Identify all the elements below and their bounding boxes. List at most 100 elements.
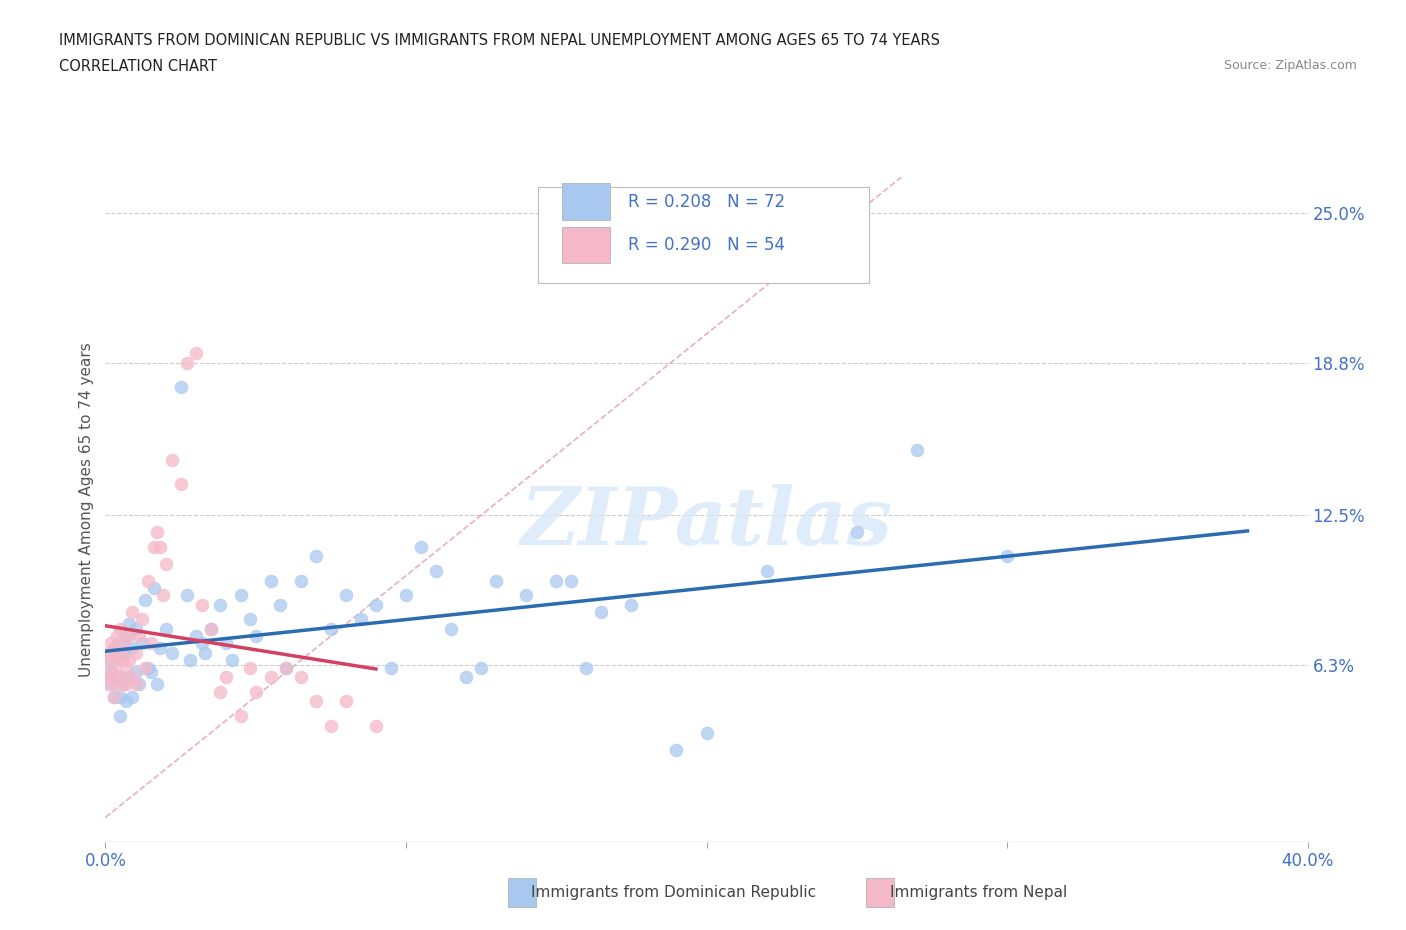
Point (200, 621, 222, 636)
Point (214, 636, 236, 651)
FancyBboxPatch shape (538, 187, 869, 283)
Point (100, 677, 122, 692)
FancyBboxPatch shape (562, 183, 610, 219)
Point (454, 670, 477, 684)
Point (115, 677, 138, 692)
Point (229, 588, 252, 603)
Text: Source: ZipAtlas.com: Source: ZipAtlas.com (1223, 59, 1357, 72)
Point (755, 564, 778, 578)
Point (290, 670, 312, 684)
Point (131, 612, 153, 627)
Point (319, 621, 342, 636)
Point (118, 629, 141, 644)
Point (148, 641, 170, 656)
Point (107, 629, 129, 644)
Text: CORRELATION CHART: CORRELATION CHART (59, 59, 217, 73)
Text: Immigrants from Nepal: Immigrants from Nepal (890, 885, 1067, 900)
Point (905, 443, 928, 458)
Text: R = 0.290   N = 54: R = 0.290 N = 54 (628, 236, 786, 254)
Point (169, 379, 191, 394)
Point (305, 549, 328, 564)
Point (190, 636, 212, 651)
Point (110, 709, 132, 724)
Point (124, 665, 146, 680)
Point (121, 689, 143, 704)
Point (118, 670, 141, 684)
Point (97, 677, 120, 692)
Point (575, 660, 598, 675)
Point (305, 694, 328, 709)
Y-axis label: Unemployment Among Ages 65 to 74 years: Unemployment Among Ages 65 to 74 years (79, 342, 94, 676)
Point (200, 621, 222, 636)
Point (100, 636, 122, 651)
Point (290, 573, 312, 588)
Point (100, 670, 122, 684)
Point (208, 684, 231, 699)
Point (139, 636, 162, 651)
Point (179, 653, 201, 668)
Point (470, 660, 492, 675)
Point (214, 670, 236, 684)
Point (103, 689, 125, 704)
Point (409, 539, 432, 554)
Point (194, 645, 217, 660)
Point (124, 645, 146, 660)
Point (121, 670, 143, 684)
Point (136, 660, 159, 675)
Point (260, 670, 283, 684)
Point (335, 694, 357, 709)
Point (274, 660, 297, 675)
Point (112, 653, 135, 668)
Point (131, 636, 153, 651)
Point (364, 597, 387, 612)
Point (145, 677, 167, 692)
Point (100, 653, 122, 668)
Point (136, 573, 159, 588)
Point (112, 645, 135, 660)
Point (112, 677, 135, 692)
Point (142, 580, 165, 595)
Point (100, 665, 122, 680)
Point (107, 653, 129, 668)
Point (124, 677, 146, 692)
Point (160, 645, 183, 660)
Point (845, 525, 868, 539)
Point (245, 684, 267, 699)
Point (160, 452, 183, 467)
Point (335, 588, 357, 603)
Text: R = 0.208   N = 72: R = 0.208 N = 72 (628, 193, 786, 210)
Point (380, 660, 402, 675)
Point (560, 573, 582, 588)
Point (128, 629, 150, 644)
Point (139, 665, 162, 680)
Point (118, 617, 141, 631)
Point (485, 573, 508, 588)
Point (110, 621, 132, 636)
Point (229, 709, 252, 724)
Point (97, 645, 120, 660)
Point (176, 588, 198, 603)
Point (107, 677, 129, 692)
Point (319, 718, 342, 733)
Point (176, 355, 198, 370)
Point (995, 549, 1018, 564)
Point (190, 597, 212, 612)
Point (546, 573, 568, 588)
Point (245, 629, 267, 644)
Point (97, 653, 120, 668)
Point (665, 742, 688, 757)
Point (121, 641, 143, 656)
Point (128, 677, 150, 692)
Point (395, 588, 418, 603)
Point (184, 346, 207, 361)
Point (103, 689, 125, 704)
Point (134, 592, 156, 607)
Point (184, 629, 207, 644)
Point (142, 539, 165, 554)
Point (440, 621, 463, 636)
Point (620, 597, 643, 612)
Point (208, 597, 231, 612)
Point (110, 645, 132, 660)
Point (169, 476, 191, 491)
Point (103, 641, 125, 656)
